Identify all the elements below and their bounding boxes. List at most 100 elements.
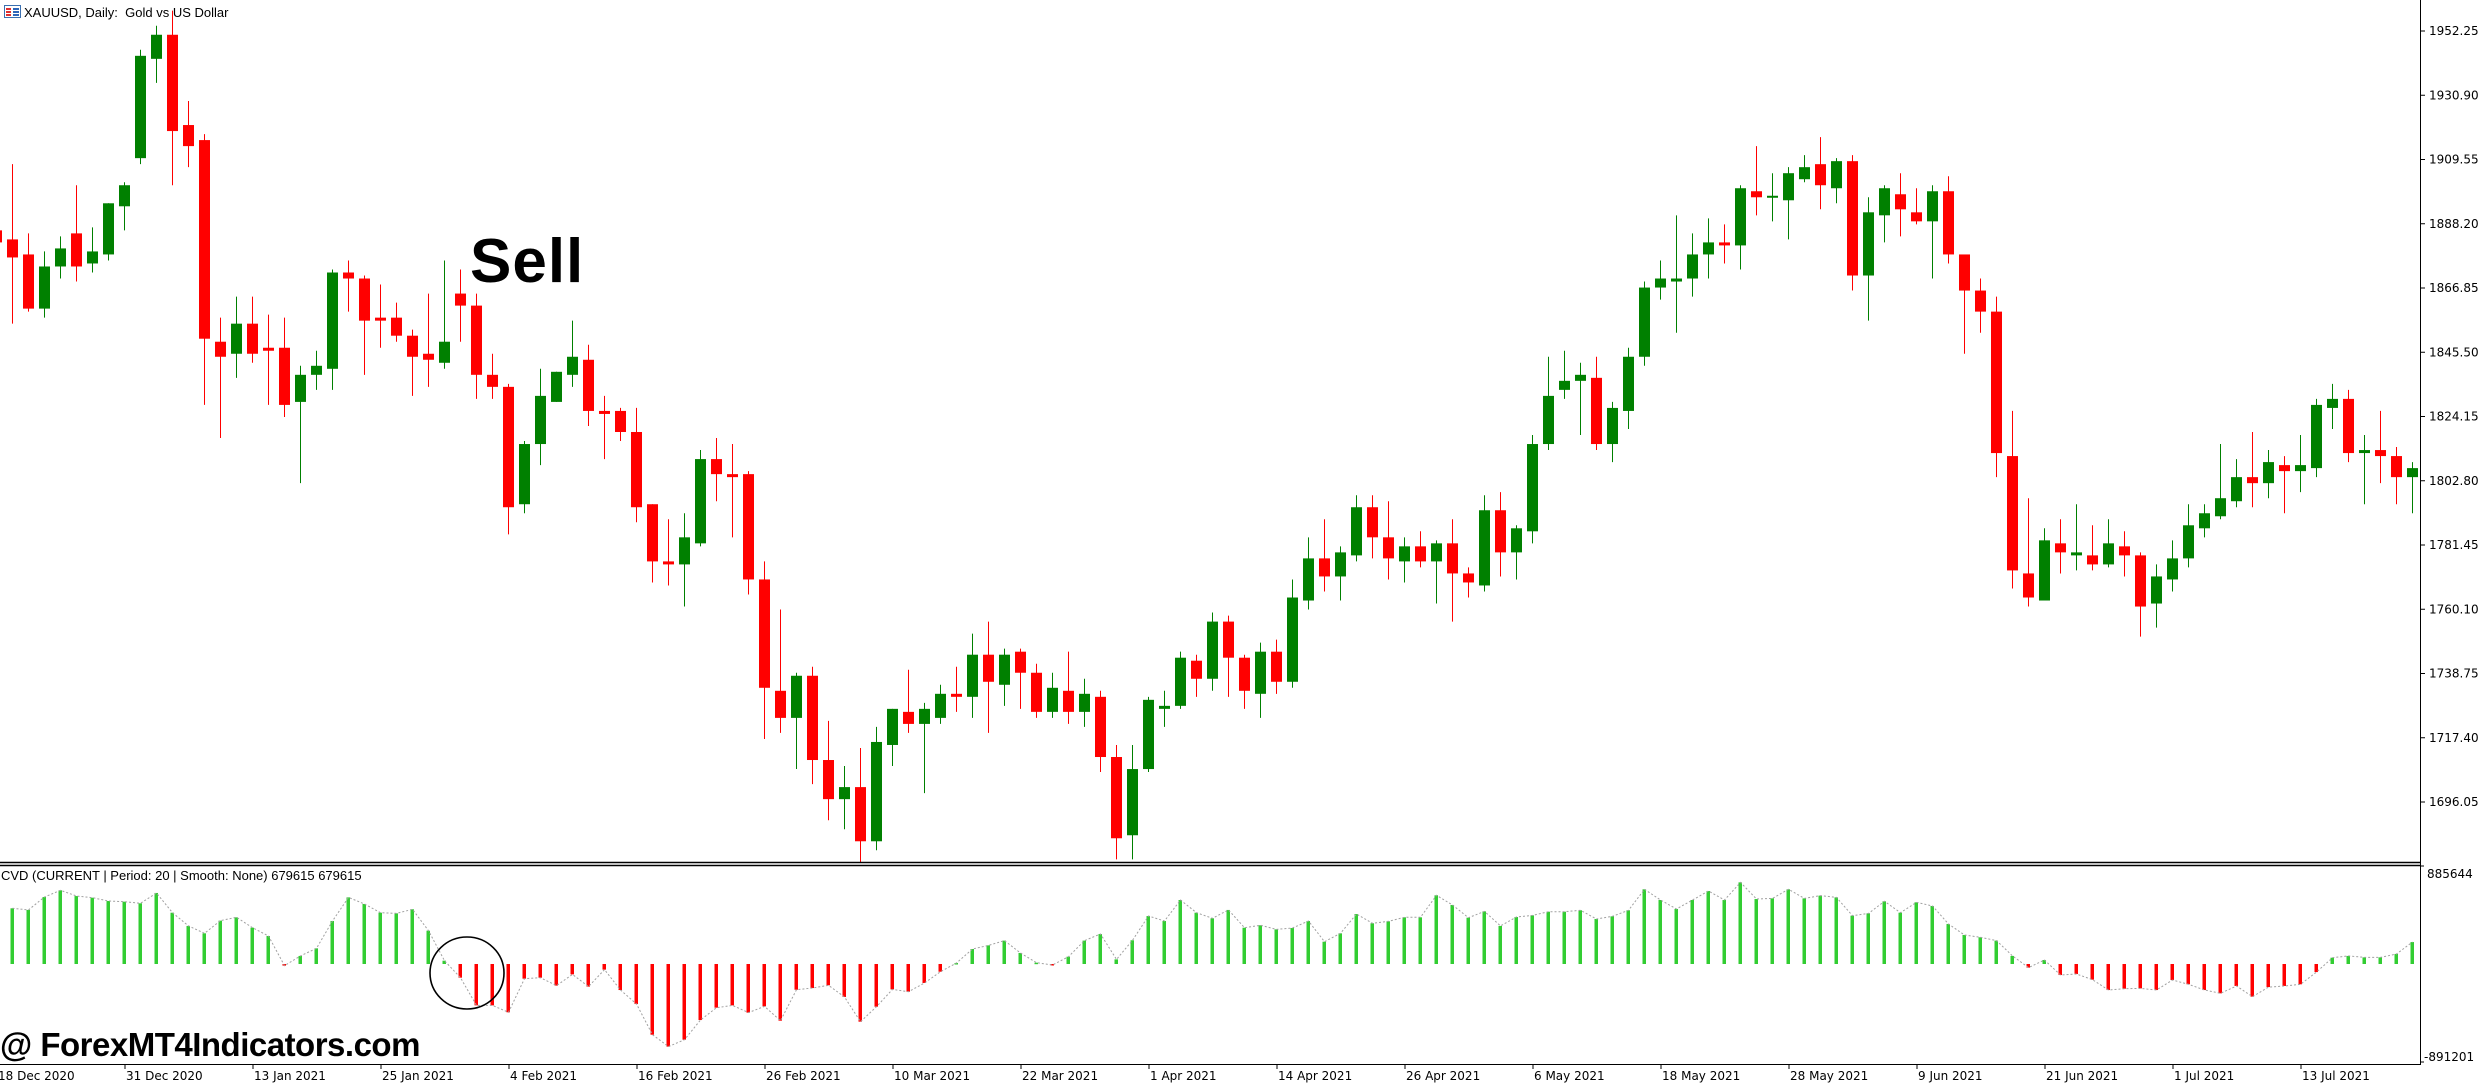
candle-bearish xyxy=(71,185,82,282)
cvd-bar-positive xyxy=(298,955,302,964)
candle-bullish xyxy=(135,49,146,165)
cvd-bar-negative xyxy=(2282,964,2286,986)
candle-body xyxy=(1367,507,1378,538)
cvd-bar-positive xyxy=(1722,900,1726,964)
cvd-bar-positive xyxy=(2378,957,2382,964)
cvd-bar-negative xyxy=(2106,964,2110,991)
candle-body xyxy=(423,353,434,360)
cvd-bar-positive xyxy=(1738,882,1742,964)
cvd-bar-positive xyxy=(1866,913,1870,964)
candle-body xyxy=(807,675,818,761)
sell-annotation: Sell xyxy=(470,227,585,296)
candle-body xyxy=(2119,546,2130,556)
cvd-bar-negative xyxy=(698,964,702,1021)
candle-body xyxy=(2151,576,2162,604)
cvd-bar-positive xyxy=(1482,911,1486,964)
time-tick-label: 18 May 2021 xyxy=(1662,1069,1740,1083)
candle-body xyxy=(871,741,882,842)
candle-body xyxy=(327,272,338,369)
candle-body xyxy=(1623,356,1634,411)
chart-window-icon[interactable] xyxy=(4,5,21,18)
price-tick-label: 1738.75 xyxy=(2429,667,2479,681)
candle-bullish xyxy=(1863,197,1874,321)
candle-body xyxy=(39,266,50,309)
price-tick-label: 1909.55 xyxy=(2429,153,2479,167)
cvd-bar-positive xyxy=(1930,905,1934,964)
candle-bullish xyxy=(1207,612,1218,691)
candle-bearish xyxy=(951,666,962,712)
candle-bullish xyxy=(839,766,850,830)
candle-body xyxy=(375,317,386,321)
cvd-bar-positive xyxy=(1962,934,1966,964)
candle-body xyxy=(2007,456,2018,571)
candle-bullish xyxy=(1831,158,1842,204)
time-axis[interactable]: 18 Dec 2020 31 Dec 2020 13 Jan 2021 25 Jan … xyxy=(0,1064,2370,1083)
candle-bullish xyxy=(519,441,530,514)
candle-body xyxy=(2135,555,2146,607)
candle-bearish xyxy=(775,609,786,733)
candle-bearish xyxy=(2023,498,2034,607)
cvd-bar-negative xyxy=(938,964,942,972)
cvd-bar-negative xyxy=(538,964,542,978)
candle-bearish xyxy=(1223,615,1234,697)
time-tick-label: 26 Feb 2021 xyxy=(766,1069,841,1083)
candle-bullish xyxy=(2231,459,2242,508)
candle-body xyxy=(1783,173,1794,201)
candle-bullish xyxy=(1335,546,1346,601)
candle-bullish xyxy=(999,648,1010,706)
candle-body xyxy=(1175,657,1186,706)
candle-body xyxy=(87,251,98,264)
cvd-bar-positive xyxy=(1306,920,1310,964)
candle-bullish xyxy=(311,350,322,390)
candle-body xyxy=(1399,546,1410,562)
candle-body xyxy=(1719,242,1730,246)
cvd-bar-positive xyxy=(1242,927,1246,964)
candle-bullish xyxy=(2167,540,2178,592)
candle-bearish xyxy=(2135,552,2146,637)
cvd-bar-positive xyxy=(442,960,446,964)
candle-body xyxy=(599,410,610,414)
candle-bullish xyxy=(1799,155,1810,183)
cvd-bar-negative xyxy=(762,964,766,1007)
cvd-bar-positive xyxy=(138,903,142,964)
candle-body xyxy=(1015,651,1026,673)
candle-body xyxy=(1511,528,1522,553)
candle-body xyxy=(2039,540,2050,601)
candle-body xyxy=(967,654,978,697)
candle-body xyxy=(887,708,898,745)
candle-body xyxy=(1223,621,1234,658)
cvd-bar-positive xyxy=(122,901,126,964)
candle-bearish xyxy=(375,284,386,348)
time-tick-label: 14 Apr 2021 xyxy=(1278,1069,1352,1083)
candle-bullish xyxy=(2263,450,2274,499)
time-tick-label: 31 Dec 2020 xyxy=(126,1069,203,1083)
cvd-bar-positive xyxy=(1530,915,1534,964)
candle-bullish xyxy=(1175,651,1186,709)
candle-body xyxy=(0,230,2,243)
candle-body xyxy=(1943,191,1954,255)
cvd-bar-positive xyxy=(1818,895,1822,964)
candle-bearish xyxy=(503,383,514,535)
candle-bearish xyxy=(1815,137,1826,210)
price-axis[interactable]: 1952.25 1930.90 1909.55 1888.20 1866.85 1845.… xyxy=(2420,24,2479,809)
candle-body xyxy=(2375,450,2386,457)
cvd-bar-positive xyxy=(2346,955,2350,964)
price-tick-label: 1930.90 xyxy=(2429,88,2479,102)
candle-body xyxy=(855,787,866,842)
cvd-bar-negative xyxy=(2058,964,2062,976)
cvd-bar-negative xyxy=(682,964,686,1040)
candle-bullish xyxy=(1671,215,1682,333)
candle-bearish xyxy=(855,747,866,863)
candle-bullish xyxy=(2103,519,2114,568)
cvd-bar-positive xyxy=(1386,921,1390,964)
candle-bearish xyxy=(1319,519,1330,592)
candle-bullish xyxy=(2039,528,2050,601)
candle-body xyxy=(1815,164,1826,186)
candle-bearish xyxy=(1111,744,1122,860)
cvd-bar-negative xyxy=(2074,964,2078,975)
candle-bullish xyxy=(535,368,546,466)
candle-bullish xyxy=(1767,173,1778,222)
candle-bullish xyxy=(2311,398,2322,478)
candle-bearish xyxy=(1719,224,1730,264)
